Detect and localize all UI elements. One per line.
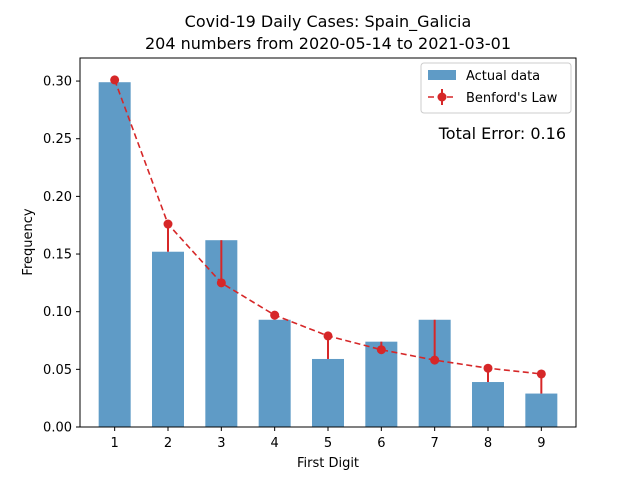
benford-point-digit-8	[483, 363, 493, 373]
x-tick-label: 4	[271, 436, 279, 451]
legend-benford-marker	[437, 92, 447, 102]
bar-digit-8	[472, 382, 504, 427]
x-tick-label: 9	[537, 436, 545, 451]
bar-digit-4	[258, 319, 291, 427]
bar-digit-9	[525, 393, 558, 427]
x-tick-label: 3	[217, 436, 225, 451]
x-tick-label: 6	[377, 436, 385, 451]
benford-point-digit-7	[430, 355, 440, 365]
chart-subtitle: 204 numbers from 2020-05-14 to 2021-03-0…	[145, 34, 511, 53]
benford-point-digit-4	[270, 310, 280, 320]
x-tick-label: 7	[431, 436, 439, 451]
legend: Actual data Benford's Law	[420, 62, 572, 114]
benford-point-digit-2	[163, 219, 173, 229]
benford-point-digit-3	[216, 278, 226, 288]
x-tick-label: 2	[164, 436, 172, 451]
y-tick-label: 0.25	[43, 132, 72, 147]
y-tick-label: 0.15	[43, 248, 72, 263]
benford-point-digit-5	[323, 331, 333, 341]
x-axis-label: First Digit	[297, 456, 359, 471]
x-tick-label: 8	[484, 436, 492, 451]
bar-digit-2	[152, 251, 184, 427]
y-tick-label: 0.00	[43, 421, 72, 436]
benford-point-digit-9	[536, 369, 546, 379]
benford-point-digit-1	[110, 75, 120, 85]
bar-digit-1	[98, 82, 131, 427]
legend-benford-label: Benford's Law	[466, 91, 558, 106]
total-error-annotation: Total Error: 0.16	[438, 124, 566, 143]
y-tick-label: 0.10	[43, 305, 72, 320]
y-tick-label: 0.20	[43, 190, 72, 205]
chart-title: Covid-19 Daily Cases: Spain_Galicia	[185, 12, 472, 32]
x-tick-label: 1	[111, 436, 119, 451]
legend-bar-swatch	[428, 70, 456, 80]
y-tick-label: 0.30	[43, 75, 72, 90]
benford-point-digit-6	[376, 345, 386, 355]
bar-digit-5	[312, 358, 344, 427]
legend-actual-label: Actual data	[466, 69, 540, 84]
x-tick-label: 5	[324, 436, 332, 451]
y-axis-label: Frequency	[21, 208, 36, 275]
bar-digit-6	[365, 341, 398, 427]
legend-box	[420, 62, 572, 114]
y-tick-label: 0.05	[43, 363, 72, 378]
